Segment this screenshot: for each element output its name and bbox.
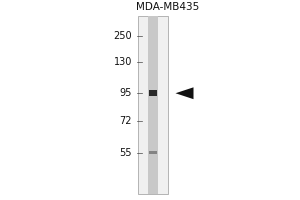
Bar [138, 16, 168, 194]
Text: MDA-MB435: MDA-MB435 [136, 2, 200, 12]
Bar [149, 151, 157, 154]
Text: 250: 250 [113, 31, 132, 41]
Text: 72: 72 [119, 116, 132, 126]
Bar [149, 90, 157, 96]
Polygon shape [176, 87, 194, 99]
Text: 95: 95 [120, 88, 132, 98]
Text: 55: 55 [119, 148, 132, 158]
Bar [148, 16, 158, 194]
Text: 130: 130 [114, 57, 132, 67]
